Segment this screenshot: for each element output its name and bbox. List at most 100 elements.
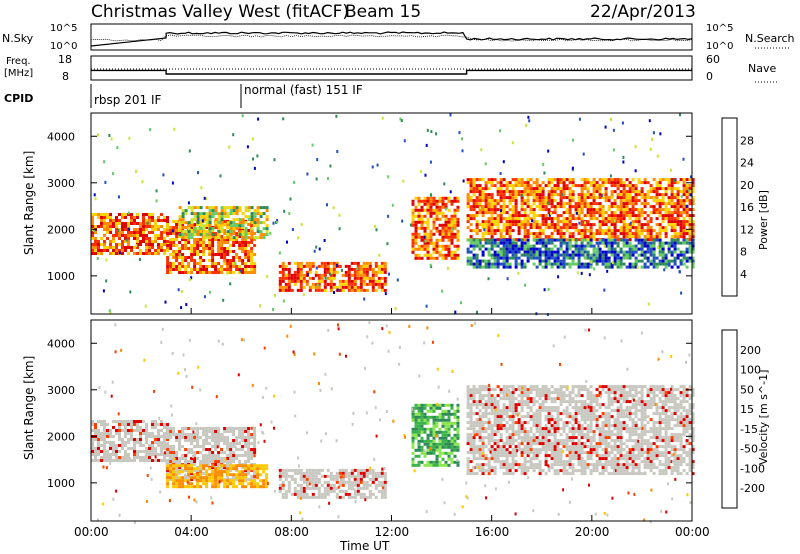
echo-cell: [411, 463, 415, 467]
echo-cell: [133, 252, 136, 255]
echo-cell: [139, 231, 142, 234]
noise-cell: [575, 211, 578, 215]
echo-cell: [643, 265, 647, 269]
echo-cell: [447, 409, 451, 413]
echo-cell: [124, 225, 127, 228]
echo-cell: [475, 232, 479, 236]
echo-cell: [229, 448, 233, 451]
echo-cell: [447, 415, 451, 419]
echo-cell: [244, 253, 248, 256]
echo-cell: [247, 241, 251, 244]
echo-cell: [244, 485, 248, 489]
noise-cell: [96, 257, 99, 260]
echo-cell: [637, 193, 641, 197]
echo-cell: [616, 205, 620, 209]
echo-cell: [166, 246, 169, 249]
echo-cell: [178, 445, 182, 448]
echo-cell: [226, 223, 230, 226]
echo-cell: [601, 250, 605, 254]
echo-cell: [205, 244, 209, 247]
echo-cell: [323, 480, 327, 484]
echo-cell: [196, 215, 200, 219]
echo-cell: [226, 430, 230, 433]
echo-cell: [571, 178, 575, 182]
echo-cell: [130, 423, 133, 426]
echo-cell: [338, 288, 342, 292]
echo-cell: [284, 282, 288, 286]
echo-cell: [281, 261, 285, 265]
echo-cell: [631, 202, 635, 206]
noise-cell: [572, 138, 574, 142]
echo-cell: [426, 415, 430, 419]
echo-cell: [577, 244, 581, 248]
echo-cell: [556, 217, 560, 221]
echo-cell: [517, 193, 521, 197]
echo-cell: [94, 243, 97, 246]
echo-cell: [601, 253, 605, 257]
echo-cell: [214, 238, 218, 241]
echo-cell: [682, 187, 686, 191]
echo-cell: [139, 225, 142, 228]
echo-cell: [365, 468, 369, 472]
echo-cell: [490, 412, 494, 416]
echo-cell: [622, 238, 626, 242]
echo-cell: [493, 232, 497, 236]
noise-cell: [690, 175, 692, 179]
echo-cell: [469, 196, 473, 200]
echo-cell: [154, 225, 157, 228]
echo-cell: [514, 256, 518, 260]
echo-cell: [622, 220, 626, 224]
echo-cell: [244, 256, 248, 259]
echo-cell: [487, 457, 491, 461]
echo-cell: [184, 464, 188, 468]
echo-cell: [190, 250, 194, 253]
echo-cell: [420, 235, 424, 239]
echo-cell: [691, 244, 695, 248]
echo-cell: [616, 229, 620, 233]
echo-cell: [682, 184, 686, 188]
noise-cell: [336, 150, 339, 153]
echo-cell: [247, 469, 251, 472]
echo-cell: [305, 477, 309, 481]
echo-cell: [193, 233, 197, 237]
echo-cell: [490, 403, 494, 407]
echo-cell: [571, 193, 575, 197]
echo-cell: [160, 243, 163, 246]
echo-cell: [649, 205, 653, 209]
echo-cell: [493, 415, 497, 419]
echo-cell: [562, 196, 566, 200]
noise-cell: [272, 221, 275, 225]
echo-cell: [374, 282, 378, 286]
echo-cell: [220, 436, 224, 439]
echo-cell: [499, 181, 503, 185]
echo-cell: [205, 230, 209, 234]
echo-cell: [565, 247, 569, 251]
echo-cell: [493, 178, 497, 182]
echo-cell: [667, 250, 671, 254]
echo-cell: [429, 406, 433, 410]
echo-cell: [253, 268, 257, 271]
echo-cell: [691, 247, 695, 251]
echo-cell: [571, 190, 575, 194]
echo-cell: [673, 247, 677, 251]
echo-cell: [329, 474, 333, 478]
echo-cell: [640, 250, 644, 254]
echo-cell: [172, 430, 176, 433]
echo-cell: [456, 424, 460, 428]
echo-cell: [673, 220, 677, 224]
echo-cell: [676, 256, 680, 260]
echo-cell: [432, 406, 436, 410]
echo-cell: [417, 220, 421, 224]
echo-cell: [199, 271, 203, 274]
echo-cell: [423, 463, 427, 467]
echo-cell: [338, 279, 342, 283]
echo-cell: [414, 232, 418, 236]
echo-cell: [435, 202, 439, 206]
echo-cell: [211, 247, 215, 250]
echo-cell: [586, 190, 590, 194]
echo-cell: [649, 232, 653, 236]
echo-cell: [532, 256, 536, 260]
noise-cell: [141, 180, 144, 184]
echo-cell: [157, 459, 160, 462]
echo-cell: [616, 235, 620, 239]
